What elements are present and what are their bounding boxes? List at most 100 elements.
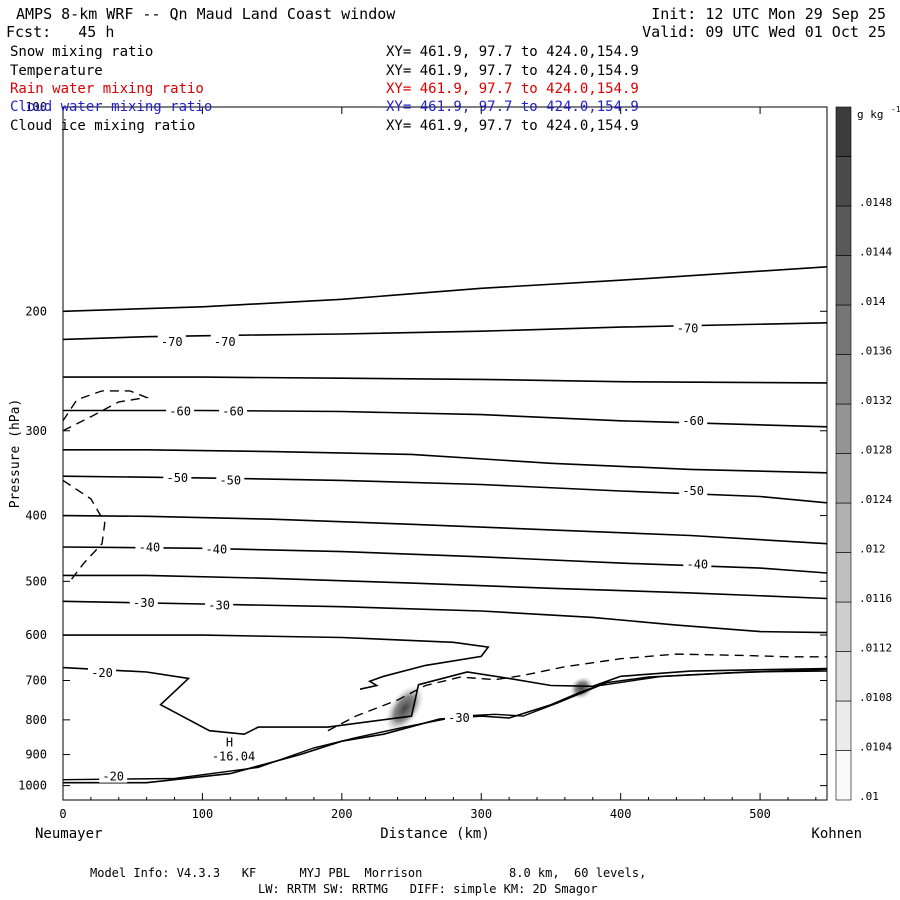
y-tick-label-7: 300 — [25, 424, 47, 438]
x-endpoint-right: Kohnen — [811, 826, 862, 842]
isotherm-label-bg-10 — [202, 541, 231, 556]
colorbar-label-10: .014 — [859, 295, 886, 308]
isotherm-10 — [63, 634, 490, 690]
colorbar-swatch-13 — [835, 106, 852, 157]
isotherm-label-bg-2 — [673, 320, 702, 335]
colorbar-swatch-12 — [835, 156, 852, 207]
colorbar-label-8: .0132 — [859, 394, 892, 407]
isotherm-label-1: -70 — [214, 335, 236, 349]
forecast-hour: Fcst: 45 h — [6, 23, 115, 41]
isotherm-label-bg-6 — [163, 469, 192, 484]
field-cloudwater-name: Cloud water mixing ratio — [10, 99, 213, 115]
isotherm-label-bg-0 — [157, 334, 186, 349]
field-temp-name: Temperature — [10, 63, 103, 79]
x-tick-label-1: 100 — [192, 807, 214, 821]
isotherm-label-bg-11 — [683, 556, 712, 571]
x-tick-label-3: 300 — [470, 807, 492, 821]
field-rain-name: Rain water mixing ratio — [10, 81, 204, 97]
y-tick-label-2: 800 — [25, 713, 47, 727]
isotherm-label-bg-12 — [129, 594, 158, 609]
isotherm-label-7: -50 — [219, 473, 241, 487]
isotherm-label-8: -50 — [682, 484, 704, 498]
field-ice-name: Cloud ice mixing ratio — [10, 118, 196, 134]
isotherm-0 — [63, 322, 827, 341]
isotherm-6 — [63, 514, 827, 545]
isotherm-label-bg-15 — [88, 664, 117, 679]
isotherm-label-bg-3 — [166, 403, 195, 418]
field-rain-xy: XY= 461.9, 97.7 to 424.0,154.9 — [386, 81, 639, 97]
init-time: Init: 12 UTC Mon 29 Sep 25 — [651, 5, 886, 23]
field-temp-xy: XY= 461.9, 97.7 to 424.0,154.9 — [386, 63, 639, 79]
colorbar-swatch-0 — [835, 750, 852, 801]
field-snow-xy: XY= 461.9, 97.7 to 424.0,154.9 — [386, 44, 639, 60]
colorbar-label-6: .0124 — [859, 493, 892, 506]
isotherm-label-5: -60 — [682, 414, 704, 428]
colorbar-swatch-10 — [835, 255, 852, 306]
colorbar-label-2: .0108 — [859, 691, 892, 704]
y-tick-label-1: 900 — [25, 748, 47, 762]
y-tick-label-5: 500 — [25, 574, 47, 588]
cloud-ice-contour-0 — [63, 390, 150, 432]
y-tick-label-3: 700 — [25, 674, 47, 688]
x-tick-label-2: 200 — [331, 807, 353, 821]
colorbar-swatch-8 — [835, 354, 852, 405]
colorbar-swatch-7 — [835, 403, 852, 454]
y-tick-label-8: 200 — [25, 304, 47, 318]
y-tick-label-0: 1000 — [18, 779, 47, 793]
x-endpoint-left: Neumayer — [35, 826, 102, 842]
colorbar-swatch-3 — [835, 601, 852, 652]
colorbar-label-12: .0148 — [859, 196, 892, 209]
field-ice-xy: XY= 461.9, 97.7 to 424.0,154.9 — [386, 118, 639, 134]
isotherm-label-15: -20 — [91, 666, 113, 680]
cloud-ice-contour-2 — [327, 653, 827, 732]
colorbar-unit-exp: -1 — [891, 105, 900, 114]
model-info-line2: LW: RRTM SW: RRTMG DIFF: simple KM: 2D S… — [258, 882, 598, 896]
isotherm-7 — [63, 546, 827, 574]
isotherm-label-bg-1 — [210, 334, 239, 349]
colorbar-unit: g kg — [857, 108, 884, 121]
x-tick-label-5: 500 — [749, 807, 771, 821]
isotherm-label-bg-13 — [205, 597, 234, 612]
high-marker-0: H — [226, 736, 233, 750]
isotherm-label-12: -30 — [133, 596, 155, 610]
y-tick-label-6: 400 — [25, 509, 47, 523]
colorbar-swatch-9 — [835, 304, 852, 355]
valid-time: Valid: 09 UTC Wed 01 Oct 25 — [642, 23, 886, 41]
isotherm-label-bg-5 — [679, 412, 708, 427]
field-cloudwater-xy: XY= 461.9, 97.7 to 424.0,154.9 — [386, 99, 639, 115]
figure-title: AMPS 8-km WRF -- Qn Maud Land Coast wind… — [16, 5, 396, 23]
colorbar-label-1: .0104 — [859, 741, 892, 754]
high-value-0: -16.04 — [212, 750, 255, 764]
isotherm-label-bg-4 — [219, 403, 248, 418]
colorbar-label-5: .012 — [859, 543, 886, 556]
isotherm-label-bg-8 — [679, 482, 708, 497]
x-axis-title: Distance (km) — [380, 826, 490, 842]
colorbar-swatch-2 — [835, 651, 852, 702]
colorbar-swatch-4 — [835, 552, 852, 603]
isotherm-label-10: -40 — [206, 543, 228, 557]
isotherm-9 — [63, 600, 827, 634]
isotherm-1 — [63, 266, 827, 313]
colorbar-swatch-5 — [835, 502, 852, 553]
isotherm-label-4: -60 — [222, 405, 244, 419]
isotherm-2 — [63, 376, 827, 384]
isotherm-label-bg-9 — [135, 539, 164, 554]
isotherm-label-16: -20 — [102, 770, 124, 784]
isotherm-label-14: -30 — [448, 711, 470, 725]
colorbar-label-0: .01 — [859, 790, 879, 803]
isotherm-11 — [63, 666, 827, 736]
isotherm-label-bg-7 — [216, 472, 245, 487]
plot-frame — [62, 106, 828, 801]
isotherm-label-bg-14 — [444, 710, 473, 725]
colorbar-label-9: .0136 — [859, 345, 892, 358]
terrain-line — [63, 668, 827, 784]
colorbar-swatch-6 — [835, 453, 852, 504]
colorbar-swatch-1 — [835, 700, 852, 751]
isotherm-label-6: -50 — [166, 471, 188, 485]
colorbar-label-3: .0112 — [859, 642, 892, 655]
isotherm-label-3: -60 — [169, 405, 191, 419]
colorbar-label-7: .0128 — [859, 444, 892, 457]
y-tick-label-top: 100 — [25, 100, 47, 114]
terrain-line-2 — [63, 670, 827, 781]
snow-maximum-0 — [385, 685, 424, 732]
